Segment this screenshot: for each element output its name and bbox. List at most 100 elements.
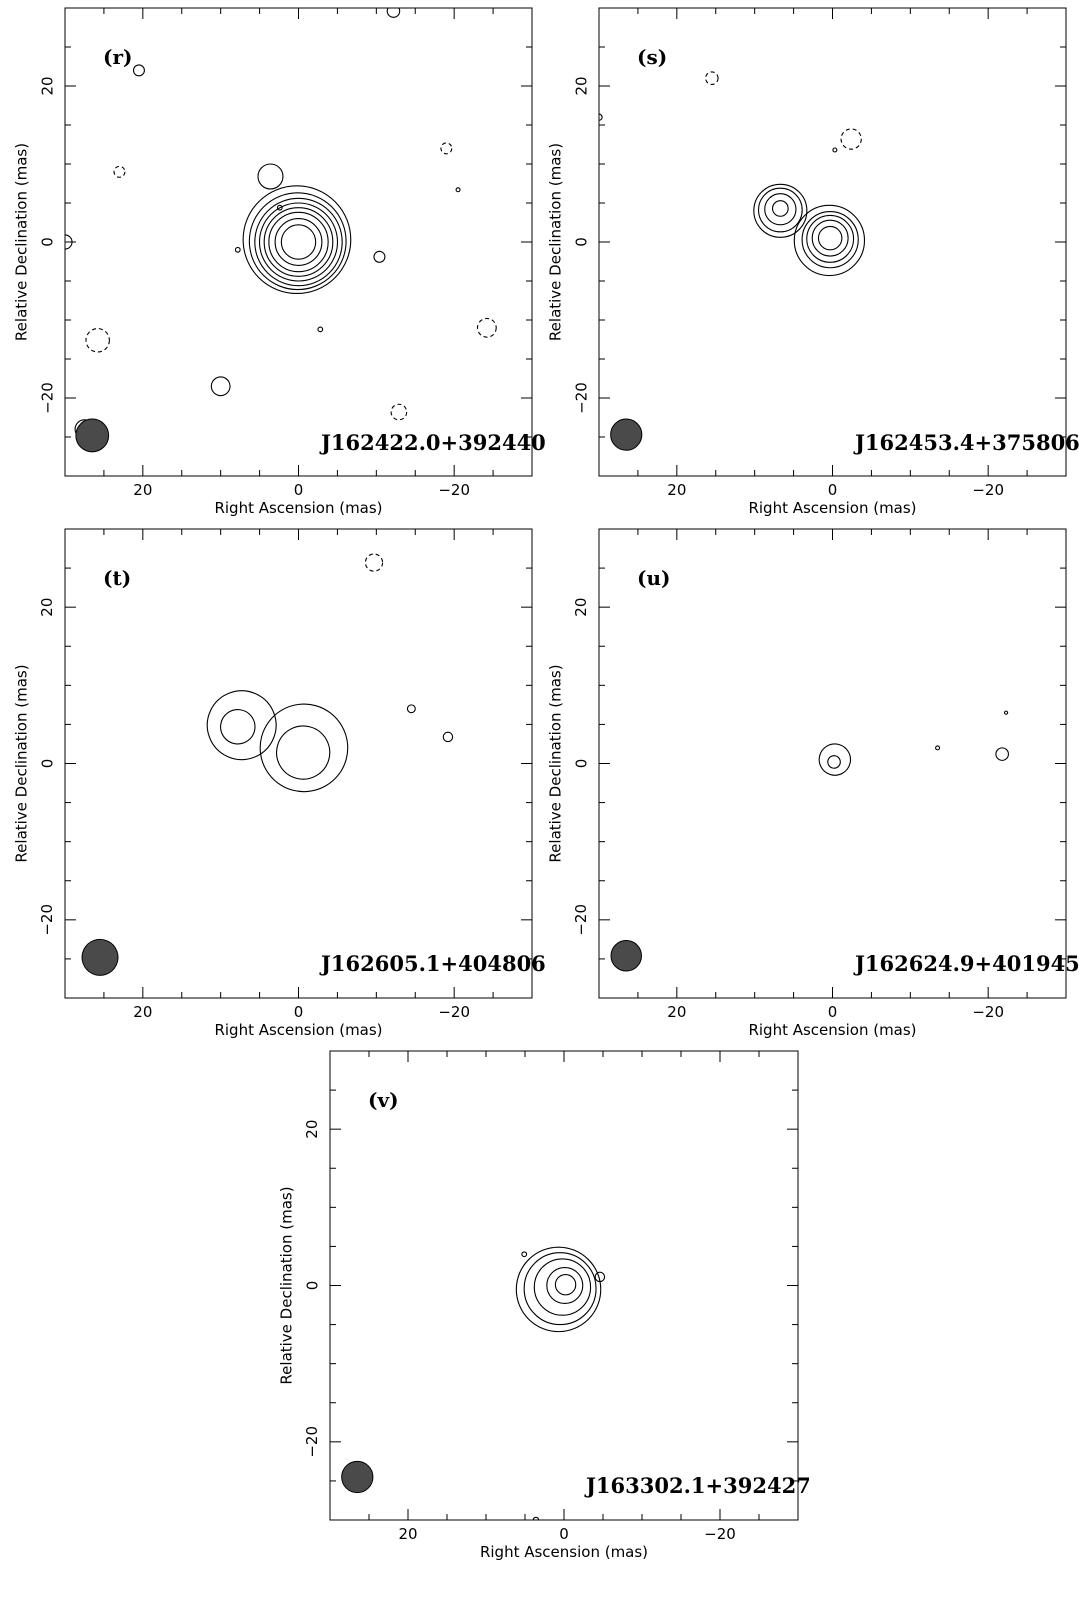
x-tick-label: 0 bbox=[828, 1003, 838, 1021]
plot-area bbox=[65, 8, 497, 453]
contour-line bbox=[274, 218, 323, 266]
contour-component bbox=[594, 1271, 606, 1283]
plot-frame bbox=[64, 528, 533, 999]
plot-frame bbox=[64, 7, 533, 477]
contour-line bbox=[268, 211, 329, 273]
negative-contour bbox=[390, 403, 408, 421]
x-tick-label: 20 bbox=[398, 1525, 417, 1543]
contour-line bbox=[206, 690, 277, 761]
contour-component bbox=[65, 234, 73, 250]
x-tick-label: 20 bbox=[133, 481, 152, 499]
contour-panel-4: 20 20 0 0 −20 −20 Right Ascension (mas) Relativ… bbox=[546, 528, 1079, 1039]
x-axis-label: Right Ascension (mas) bbox=[748, 1021, 916, 1039]
y-tick-label: −20 bbox=[38, 382, 56, 414]
y-axis-label: Relative Declination (mas) bbox=[546, 664, 564, 862]
contour-line bbox=[523, 1252, 597, 1326]
contour-line bbox=[753, 183, 808, 238]
source-name: J162422.0+392440 bbox=[319, 430, 546, 455]
contour-component bbox=[532, 1516, 540, 1520]
negative-contour bbox=[705, 71, 719, 85]
panel-label: (t) bbox=[103, 566, 131, 590]
contour-line bbox=[533, 1258, 592, 1316]
negative-contour bbox=[364, 553, 384, 572]
contour-line bbox=[220, 709, 256, 745]
contour-component bbox=[1003, 710, 1009, 715]
y-tick-label: 0 bbox=[38, 759, 56, 769]
x-tick-label: −20 bbox=[704, 1525, 736, 1543]
y-axis-label: Relative Declination (mas) bbox=[277, 1186, 295, 1384]
y-tick-label: 0 bbox=[572, 237, 590, 247]
y-tick-label: 20 bbox=[303, 1120, 321, 1139]
contour-component bbox=[995, 747, 1009, 761]
x-axis-label: Right Ascension (mas) bbox=[748, 499, 916, 517]
contour-panel-5: 20 20 0 0 −20 −20 Right Ascension (mas) Relativ… bbox=[277, 1050, 811, 1561]
contour-component bbox=[257, 163, 284, 190]
x-tick-label: −20 bbox=[972, 481, 1004, 499]
beam-ellipse bbox=[610, 418, 643, 451]
contour-component bbox=[234, 246, 241, 253]
contour-line bbox=[515, 1246, 602, 1333]
y-tick-label: 0 bbox=[572, 759, 590, 769]
contour-component bbox=[521, 1251, 528, 1258]
y-tick-label: −20 bbox=[572, 382, 590, 414]
contour-component bbox=[317, 326, 324, 333]
y-tick-label: 20 bbox=[572, 598, 590, 617]
contour-component bbox=[406, 704, 416, 714]
contour-component bbox=[373, 250, 386, 263]
plot-frame bbox=[598, 528, 1067, 999]
contour-line bbox=[827, 755, 841, 769]
beam-ellipse bbox=[610, 940, 642, 972]
x-tick-label: 0 bbox=[294, 1003, 304, 1021]
x-tick-label: 20 bbox=[133, 1003, 152, 1021]
contour-line bbox=[554, 1274, 577, 1296]
y-axis-label: Relative Declination (mas) bbox=[12, 143, 30, 341]
negative-contour bbox=[113, 165, 126, 178]
contour-line bbox=[801, 211, 859, 269]
y-tick-label: 0 bbox=[38, 237, 56, 247]
beam-ellipse bbox=[341, 1460, 374, 1494]
y-axis-label: Relative Declination (mas) bbox=[546, 143, 564, 341]
contour-line bbox=[546, 1266, 584, 1305]
negative-contour bbox=[440, 142, 453, 155]
panel-label: (v) bbox=[368, 1088, 399, 1112]
contour-line bbox=[242, 185, 352, 295]
contour-line bbox=[818, 743, 852, 776]
x-tick-label: 20 bbox=[667, 481, 686, 499]
contour-line bbox=[772, 200, 789, 217]
contour-line bbox=[280, 224, 317, 260]
y-tick-label: 20 bbox=[572, 76, 590, 95]
contour-line bbox=[806, 214, 855, 263]
panel-label: (r) bbox=[103, 45, 132, 69]
contour-component bbox=[132, 64, 145, 77]
x-tick-label: 0 bbox=[294, 481, 304, 499]
contour-component bbox=[386, 8, 401, 18]
source-name: J162605.1+404806 bbox=[319, 951, 546, 976]
y-tick-label: 20 bbox=[38, 598, 56, 617]
plot-area bbox=[599, 71, 866, 451]
contour-component bbox=[599, 113, 603, 121]
contour-line bbox=[259, 703, 349, 793]
x-tick-label: 20 bbox=[667, 1003, 686, 1021]
x-axis-label: Right Ascension (mas) bbox=[480, 1543, 648, 1561]
contour-panel-1: 20 20 0 0 −20 −20 Right Ascension (mas) Relativ… bbox=[12, 7, 546, 517]
contour-component bbox=[935, 745, 941, 751]
x-axis-label: Right Ascension (mas) bbox=[214, 1021, 382, 1039]
negative-contour bbox=[85, 328, 110, 353]
plot-area bbox=[341, 1246, 606, 1520]
contour-component bbox=[276, 204, 283, 211]
contour-line bbox=[793, 204, 866, 277]
contour-line bbox=[811, 219, 849, 257]
contour-line bbox=[757, 187, 803, 233]
contour-line bbox=[764, 193, 797, 226]
figure-root: 20 20 0 0 −20 −20 Right Ascension (mas) Relativ… bbox=[12, 7, 1079, 1561]
plot-area bbox=[81, 553, 454, 976]
contour-panel-3: 20 20 0 0 −20 −20 Right Ascension (mas) Relativ… bbox=[12, 528, 546, 1039]
y-tick-label: −20 bbox=[303, 1426, 321, 1458]
source-name: J162453.4+375806 bbox=[853, 430, 1079, 455]
contour-component bbox=[210, 376, 231, 397]
y-tick-label: −20 bbox=[572, 904, 590, 936]
beam-ellipse bbox=[75, 418, 110, 453]
y-tick-label: 20 bbox=[38, 76, 56, 95]
x-tick-label: 0 bbox=[559, 1525, 569, 1543]
